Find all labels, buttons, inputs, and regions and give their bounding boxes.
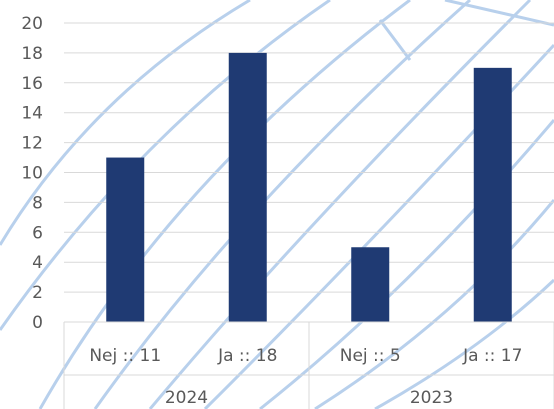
- y-tick-label: 18: [21, 44, 43, 64]
- y-tick-label: 8: [32, 193, 43, 213]
- y-tick-label: 2: [32, 283, 43, 303]
- group-label: 2023: [410, 388, 453, 408]
- y-tick-label: 14: [21, 104, 43, 124]
- y-tick-label: 10: [21, 164, 43, 184]
- y-axis: 0 2 4 6 8 10 12 14 16 18 20: [21, 14, 43, 333]
- x-tick-label: Ja :: 17: [462, 346, 522, 366]
- swirl-line: [38, 0, 411, 409]
- y-tick-label: 16: [21, 74, 43, 94]
- x-tick-label: Nej :: 11: [89, 346, 161, 366]
- y-tick-label: 6: [32, 223, 43, 243]
- x-tick-label: Nej :: 5: [340, 346, 401, 366]
- y-tick-label: 4: [32, 253, 43, 273]
- y-tick-label: 12: [21, 134, 43, 154]
- bar: [351, 247, 390, 322]
- swirl-line: [378, 19, 412, 61]
- swirl-line: [444, 0, 554, 27]
- bar: [106, 157, 145, 322]
- swirl-line: [0, 0, 331, 331]
- group-label: 2024: [165, 388, 208, 408]
- swirl-line: [374, 278, 554, 409]
- swirl-line: [314, 199, 554, 409]
- bar: [228, 52, 267, 323]
- y-tick-label: 0: [32, 313, 43, 333]
- swirl-line: [259, 119, 554, 409]
- y-tick-label: 20: [21, 14, 43, 34]
- swirl-line: [0, 0, 251, 246]
- swirl-line: [148, 0, 532, 409]
- bars: [106, 52, 512, 323]
- bar: [473, 67, 512, 322]
- x-tick-label: Ja :: 18: [217, 346, 277, 366]
